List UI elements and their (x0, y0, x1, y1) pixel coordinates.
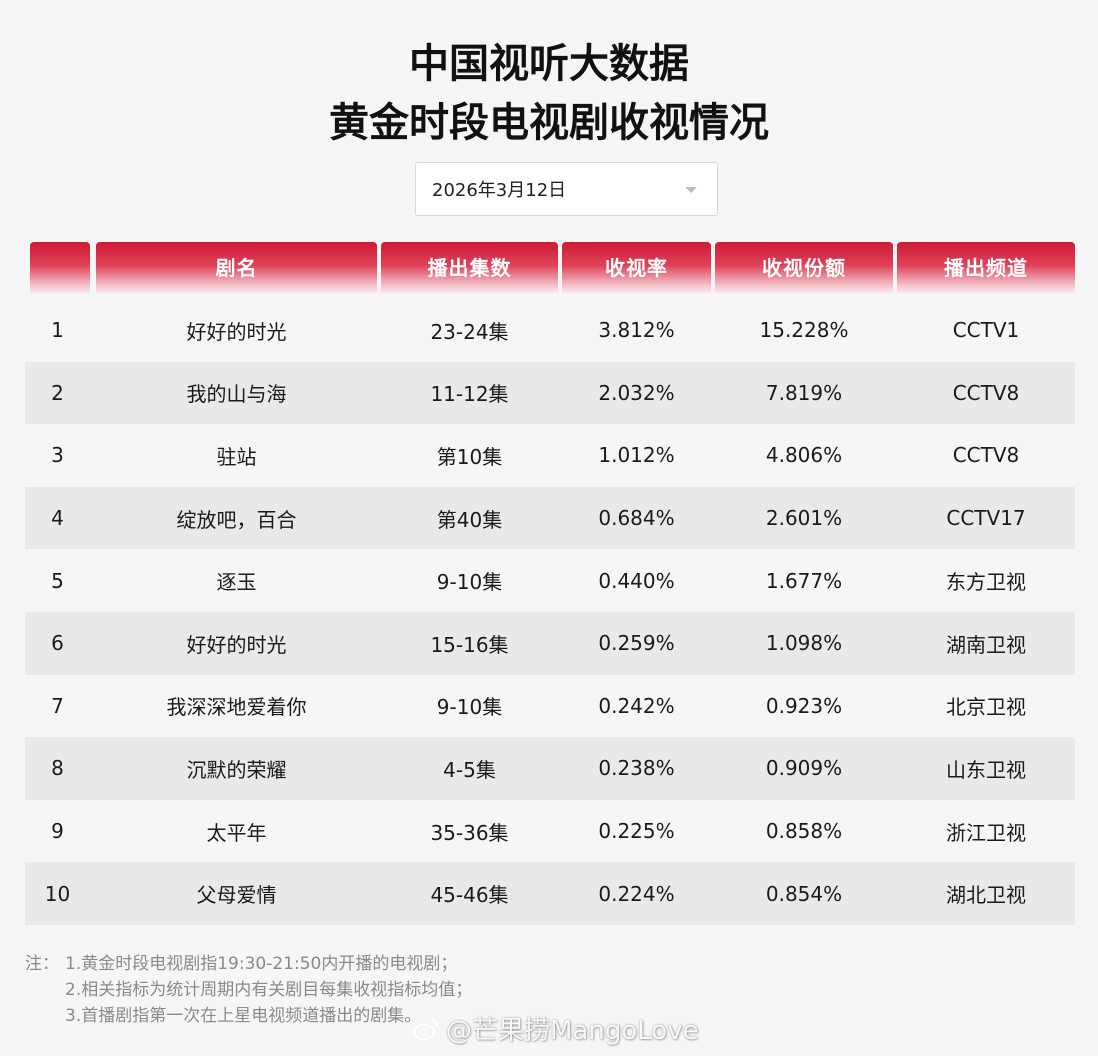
page-title-line1: 中国视听大数据 (409, 41, 689, 87)
cell-name: 沉默的荣耀 (186, 757, 287, 782)
cell-rank: 1 (51, 318, 64, 343)
cell-channel: 北京卫视 (946, 695, 1026, 720)
cell-channel: CCTV17 (946, 506, 1026, 531)
cell-name: 我深深地爱着你 (166, 695, 307, 720)
cell-name: 逐玉 (216, 570, 257, 595)
cell-episodes: 35-36集 (430, 820, 509, 845)
cell-episodes: 15-16集 (430, 632, 509, 657)
cell-share: 0.909% (765, 756, 843, 781)
cell-rating: 3.812% (598, 318, 675, 343)
header-rank (30, 242, 90, 294)
cell-episodes: 4-5集 (443, 757, 496, 782)
table-row: 10 父母爱情 45-46集 0.224% 0.854% 湖北卫视 (25, 862, 1075, 925)
cell-name: 绽放吧，百合 (176, 507, 297, 532)
cell-channel: 浙江卫视 (946, 820, 1026, 845)
footnotes: 注： 1.黄金时段电视剧指19:30-21:50内开播的电视剧； 2.相关指标为… (25, 951, 472, 1029)
cell-rating: 0.242% (598, 693, 675, 718)
footnote-line: 1.黄金时段电视剧指19:30-21:50内开播的电视剧； (65, 954, 458, 974)
header-rating: 收视率 (562, 242, 711, 294)
cell-rating: 1.012% (598, 443, 675, 468)
date-select[interactable]: 2026年3月12日 (415, 162, 718, 216)
cell-channel: 山东卫视 (946, 757, 1026, 782)
table-row: 9 太平年 35-36集 0.225% 0.858% 浙江卫视 (25, 799, 1075, 863)
table-row: 4 绽放吧，百合 第40集 0.684% 2.601% CCTV17 (25, 486, 1075, 550)
cell-rank: 2 (51, 380, 64, 405)
date-select-value: 2026年3月12日 (432, 180, 567, 201)
cell-rank: 6 (51, 631, 64, 656)
cell-share: 0.854% (765, 881, 843, 906)
page-title-line2: 黄金时段电视剧收视情况 (329, 100, 769, 146)
footnote-line: 2.相关指标为统计周期内有关剧目每集收视指标均值； (65, 980, 473, 1000)
cell-episodes: 23-24集 (430, 319, 509, 344)
watermark: @芒果捞MangoLove (412, 1010, 699, 1047)
cell-channel: 东方卫视 (946, 570, 1026, 595)
table-row: 8 沉默的荣耀 4-5集 0.238% 0.909% 山东卫视 (25, 737, 1075, 800)
cell-share: 0.923% (765, 693, 843, 718)
cell-rating: 0.684% (598, 506, 675, 531)
cell-episodes: 9-10集 (436, 570, 503, 595)
cell-share: 2.601% (765, 506, 843, 531)
cell-rank: 4 (51, 506, 64, 531)
header-episodes: 播出集数 (381, 242, 558, 294)
cell-rating: 0.224% (598, 881, 675, 906)
cell-rank: 9 (51, 819, 64, 844)
cell-episodes: 第10集 (436, 444, 503, 469)
cell-rating: 0.225% (598, 819, 675, 844)
ratings-table: 1 好好的时光 23-24集 3.812% 15.228% CCTV1 2 我的… (25, 299, 1075, 925)
cell-episodes: 11-12集 (430, 382, 509, 407)
cell-rating: 2.032% (598, 380, 675, 405)
cell-name: 我的山与海 (186, 382, 287, 407)
footnote-label: 注： (25, 954, 59, 974)
chevron-down-icon (685, 187, 697, 193)
cell-rank: 7 (51, 693, 64, 718)
table-row: 5 逐玉 9-10集 0.440% 1.677% 东方卫视 (25, 549, 1075, 612)
cell-rank: 8 (51, 756, 64, 781)
cell-share: 1.677% (765, 568, 843, 593)
cell-episodes: 45-46集 (430, 883, 509, 908)
cell-channel: 湖南卫视 (946, 632, 1026, 657)
cell-name: 太平年 (206, 820, 267, 845)
table-header: 剧名 播出集数 收视率 收视份额 播出频道 (0, 242, 1098, 294)
cell-channel: CCTV8 (952, 443, 1020, 468)
cell-name: 驻站 (216, 444, 257, 469)
cell-episodes: 9-10集 (436, 695, 503, 720)
footnote-line: 3.首播剧指第一次在上星电视频道播出的剧集。 (65, 1006, 422, 1026)
cell-name: 父母爱情 (196, 883, 277, 908)
header-name: 剧名 (96, 242, 377, 294)
cell-rating: 0.259% (598, 631, 675, 656)
cell-share: 0.858% (765, 819, 843, 844)
cell-rating: 0.238% (598, 756, 675, 781)
header-share: 收视份额 (715, 242, 893, 294)
cell-rank: 5 (51, 568, 64, 593)
cell-rating: 0.440% (598, 568, 675, 593)
cell-name: 好好的时光 (186, 632, 287, 657)
cell-channel: CCTV1 (952, 318, 1020, 343)
table-row: 7 我深深地爱着你 9-10集 0.242% 0.923% 北京卫视 (25, 674, 1075, 738)
cell-name: 好好的时光 (186, 319, 287, 344)
cell-share: 1.098% (765, 631, 843, 656)
cell-share: 4.806% (765, 443, 843, 468)
cell-episodes: 第40集 (436, 507, 503, 532)
cell-channel: CCTV8 (952, 380, 1020, 405)
cell-rank: 3 (51, 443, 64, 468)
cell-rank: 10 (44, 881, 71, 906)
cell-share: 15.228% (759, 318, 849, 343)
header-channel: 播出频道 (897, 242, 1075, 294)
table-row: 6 好好的时光 15-16集 0.259% 1.098% 湖南卫视 (25, 611, 1075, 675)
cell-channel: 湖北卫视 (946, 883, 1026, 908)
table-row: 3 驻站 第10集 1.012% 4.806% CCTV8 (25, 424, 1075, 487)
weibo-icon (413, 1018, 438, 1040)
table-row: 1 好好的时光 23-24集 3.812% 15.228% CCTV1 (25, 299, 1075, 362)
watermark-text: @芒果捞MangoLove (446, 1016, 699, 1046)
cell-share: 7.819% (765, 380, 843, 405)
table-row: 2 我的山与海 11-12集 2.032% 7.819% CCTV8 (25, 361, 1075, 425)
